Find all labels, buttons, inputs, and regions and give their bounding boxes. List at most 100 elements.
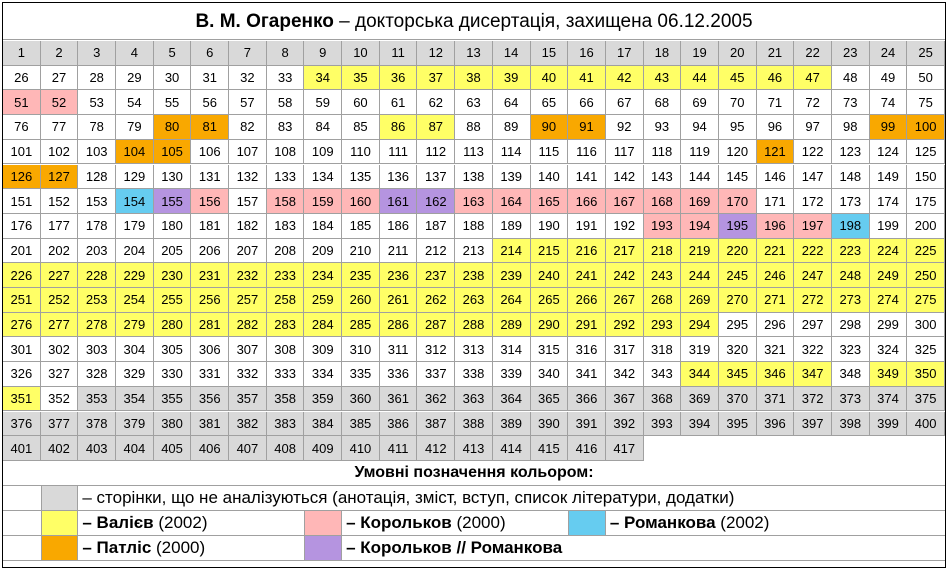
page-cell: 26: [3, 65, 41, 91]
page-cell: 288: [455, 312, 493, 338]
legend-name: – Корольков // Романкова: [346, 538, 563, 558]
page-cell: 147: [794, 164, 832, 190]
page-cell: 2: [40, 41, 79, 66]
page-cell: 20: [718, 41, 757, 66]
page-cell: 238: [455, 263, 493, 288]
page-cell: 76: [3, 115, 41, 140]
page-cell: 179: [116, 213, 154, 239]
page-cell: 33: [266, 65, 305, 91]
page-cell: 385: [342, 411, 380, 437]
page-cell: 380: [153, 411, 192, 437]
page-cell: 366: [568, 386, 606, 412]
page-cell: 391: [568, 411, 606, 437]
page-cell: 144: [681, 164, 719, 190]
page-cell: 112: [417, 139, 456, 165]
page-cell: 339: [492, 362, 531, 387]
page-cell: 314: [492, 337, 531, 363]
page-cell: 403: [78, 436, 117, 461]
page-cell: 347: [794, 362, 832, 387]
page-cell: 251: [3, 288, 41, 313]
page-cell: 393: [643, 411, 682, 437]
page-cell: 246: [756, 263, 795, 288]
page-cell: 78: [78, 115, 117, 140]
page-cell: 414: [492, 436, 531, 461]
page-cell: 235: [342, 263, 380, 288]
page-cell: 164: [492, 189, 531, 214]
page-cell: 131: [191, 164, 230, 190]
page-cell: 417: [605, 436, 644, 461]
page-cell: 275: [907, 288, 945, 313]
legend-name: – Корольков: [346, 513, 452, 533]
page-cell: 222: [794, 238, 832, 264]
page-cell: 212: [417, 238, 456, 264]
page-cell: 138: [455, 164, 493, 190]
page-cell: 7: [229, 41, 267, 66]
page-cell: 85: [342, 115, 380, 140]
page-cell: 401: [3, 436, 41, 461]
page-cell: 31: [191, 65, 230, 91]
page-cell: 107: [229, 139, 267, 165]
legend-row: [3, 511, 945, 536]
page-cell: 416: [568, 436, 606, 461]
page-cell: 298: [831, 312, 870, 338]
page-cell: 243: [643, 263, 682, 288]
page-cell: 199: [869, 213, 908, 239]
page-cell: 80: [153, 115, 192, 140]
page-cell: 48: [831, 65, 870, 91]
page-cell: 244: [681, 263, 719, 288]
page-cell: 66: [568, 90, 606, 116]
page-cell: 318: [643, 337, 682, 363]
page-cell: 71: [756, 90, 795, 116]
page-cell: 192: [605, 213, 644, 239]
page-cell: 254: [116, 288, 154, 313]
page-cell: 159: [304, 189, 343, 214]
page-cell: 24: [869, 41, 908, 66]
page-cell: 226: [3, 263, 41, 288]
page-cell: 410: [342, 436, 380, 461]
page-cell: 79: [116, 115, 154, 140]
page-cell: 69: [681, 90, 719, 116]
page-cell: 327: [40, 362, 79, 387]
page-cell: 307: [229, 337, 267, 363]
page-cell: 335: [342, 362, 380, 387]
page-cell: 130: [153, 164, 192, 190]
page-cell: 365: [530, 386, 569, 412]
page-cell: 329: [116, 362, 154, 387]
page-cell: 302: [40, 337, 79, 363]
page-cell: 354: [116, 386, 154, 412]
legend-detail: (2000): [151, 538, 206, 558]
page-cell: 301: [3, 337, 41, 363]
page-cell: 215: [530, 238, 569, 264]
page-cell: 45: [718, 65, 757, 91]
page-cell: 295: [718, 312, 757, 338]
page-cell: 84: [304, 115, 343, 140]
page-cell: 274: [869, 288, 908, 313]
page-cell: 264: [492, 288, 531, 313]
page-cell: 216: [568, 238, 606, 264]
page-cell: 190: [530, 213, 569, 239]
page-cell: 273: [831, 288, 870, 313]
page-cell: 253: [78, 288, 117, 313]
page-cell: 376: [3, 411, 41, 437]
page-cell: 397: [794, 411, 832, 437]
page-cell: 229: [116, 263, 154, 288]
page-cell: 74: [869, 90, 908, 116]
legend-detail: (2002): [715, 513, 770, 533]
page-cell: 355: [153, 386, 192, 412]
page-cell: 181: [191, 213, 230, 239]
legend-row: [3, 486, 945, 511]
page-cell: 209: [304, 238, 343, 264]
page-cell: 145: [718, 164, 757, 190]
page-cell: 115: [530, 139, 569, 165]
page-cell: 167: [605, 189, 644, 214]
legend-label: – Валієв (2002): [82, 511, 207, 536]
legend-label: – Патліс (2000): [82, 536, 205, 561]
page-cell: 1: [3, 41, 41, 66]
page-cell: 411: [379, 436, 418, 461]
page-cell: 16: [568, 41, 606, 66]
page-cell: 407: [229, 436, 267, 461]
page-cell: 370: [718, 386, 757, 412]
page-cell: 245: [718, 263, 757, 288]
page-cell: 249: [869, 263, 908, 288]
